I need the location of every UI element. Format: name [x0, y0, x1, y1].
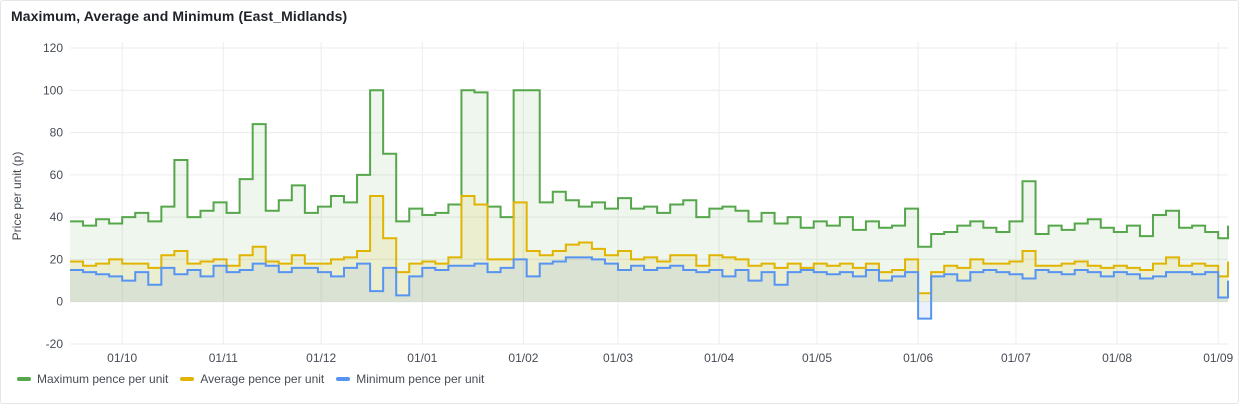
x-axis-ticks: 01/10 01/11 01/12 01/01 01/02 01/03 01/04 01/05… — [107, 351, 1233, 365]
y-tick-label: 40 — [50, 210, 64, 224]
legend-swatch-minimum — [336, 377, 351, 381]
y-tick-label: 0 — [56, 295, 63, 309]
x-tick-label: 01/02 — [508, 351, 538, 365]
x-tick-label: 01/12 — [306, 351, 336, 365]
legend-label-average: Average pence per unit — [200, 372, 325, 386]
x-tick-label: 01/09 — [1203, 351, 1233, 365]
area-fills — [70, 90, 1228, 319]
y-axis-label: Price per unit (p) — [10, 152, 24, 241]
legend-swatch-maximum — [17, 377, 31, 381]
x-tick-label: 01/03 — [603, 351, 633, 365]
series-area-maximum — [70, 90, 1228, 302]
series-line-maximum — [70, 89, 1229, 248]
series-area-average — [70, 196, 1228, 302]
panel-title: Maximum, Average and Minimum (East_Midla… — [11, 8, 348, 24]
legend-item-maximum[interactable]: Maximum pence per unit — [17, 372, 168, 386]
x-tick-label: 01/07 — [1001, 351, 1031, 365]
y-tick-label: 120 — [43, 41, 63, 55]
y-tick-label: 20 — [50, 252, 64, 266]
y-tick-label: 100 — [43, 83, 63, 97]
legend-label-minimum: Minimum pence per unit — [356, 372, 485, 386]
y-tick-label: -20 — [46, 337, 64, 351]
x-tick-label: 01/05 — [802, 351, 832, 365]
series-line-average — [70, 195, 1229, 295]
legend: Maximum pence per unit Average pence per… — [17, 372, 484, 386]
series-lines — [70, 89, 1229, 320]
x-tick-label: 01/01 — [407, 351, 437, 365]
series-area-minimum — [70, 257, 1228, 319]
x-tick-label: 01/06 — [903, 351, 933, 365]
legend-label-maximum: Maximum pence per unit — [37, 372, 169, 386]
x-tick-label: 01/10 — [107, 351, 137, 365]
x-tick-label: 01/11 — [209, 351, 238, 365]
y-axis-ticks: -20 0 20 40 60 80 100 120 — [43, 41, 63, 351]
x-tick-label: 01/04 — [704, 351, 734, 365]
legend-swatch-average — [180, 377, 195, 381]
y-tick-label: 80 — [50, 126, 64, 140]
x-tick-label: 01/08 — [1102, 351, 1132, 365]
series-line-minimum — [70, 256, 1229, 320]
legend-item-average[interactable]: Average pence per unit — [180, 372, 324, 386]
legend-item-minimum[interactable]: Minimum pence per unit — [336, 372, 484, 386]
y-tick-label: 60 — [50, 168, 64, 182]
